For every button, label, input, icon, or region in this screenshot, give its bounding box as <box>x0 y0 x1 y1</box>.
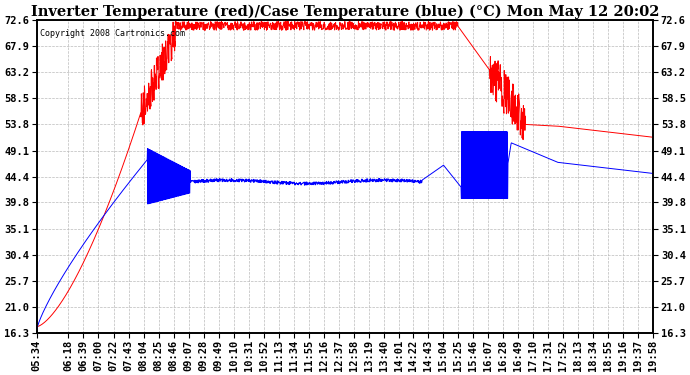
Title: Inverter Temperature (red)/Case Temperature (blue) (°C) Mon May 12 20:02: Inverter Temperature (red)/Case Temperat… <box>31 4 659 18</box>
Text: Copyright 2008 Cartronics.com: Copyright 2008 Cartronics.com <box>40 29 185 38</box>
